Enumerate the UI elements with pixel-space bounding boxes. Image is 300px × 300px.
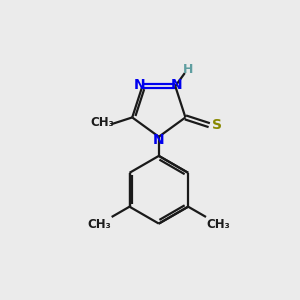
Text: N: N [134, 78, 145, 92]
Text: H: H [183, 63, 193, 76]
Text: CH₃: CH₃ [206, 218, 230, 231]
Text: N: N [171, 78, 183, 92]
Text: N: N [153, 133, 165, 147]
Text: S: S [212, 118, 222, 132]
Text: CH₃: CH₃ [90, 116, 114, 129]
Text: CH₃: CH₃ [88, 218, 111, 231]
